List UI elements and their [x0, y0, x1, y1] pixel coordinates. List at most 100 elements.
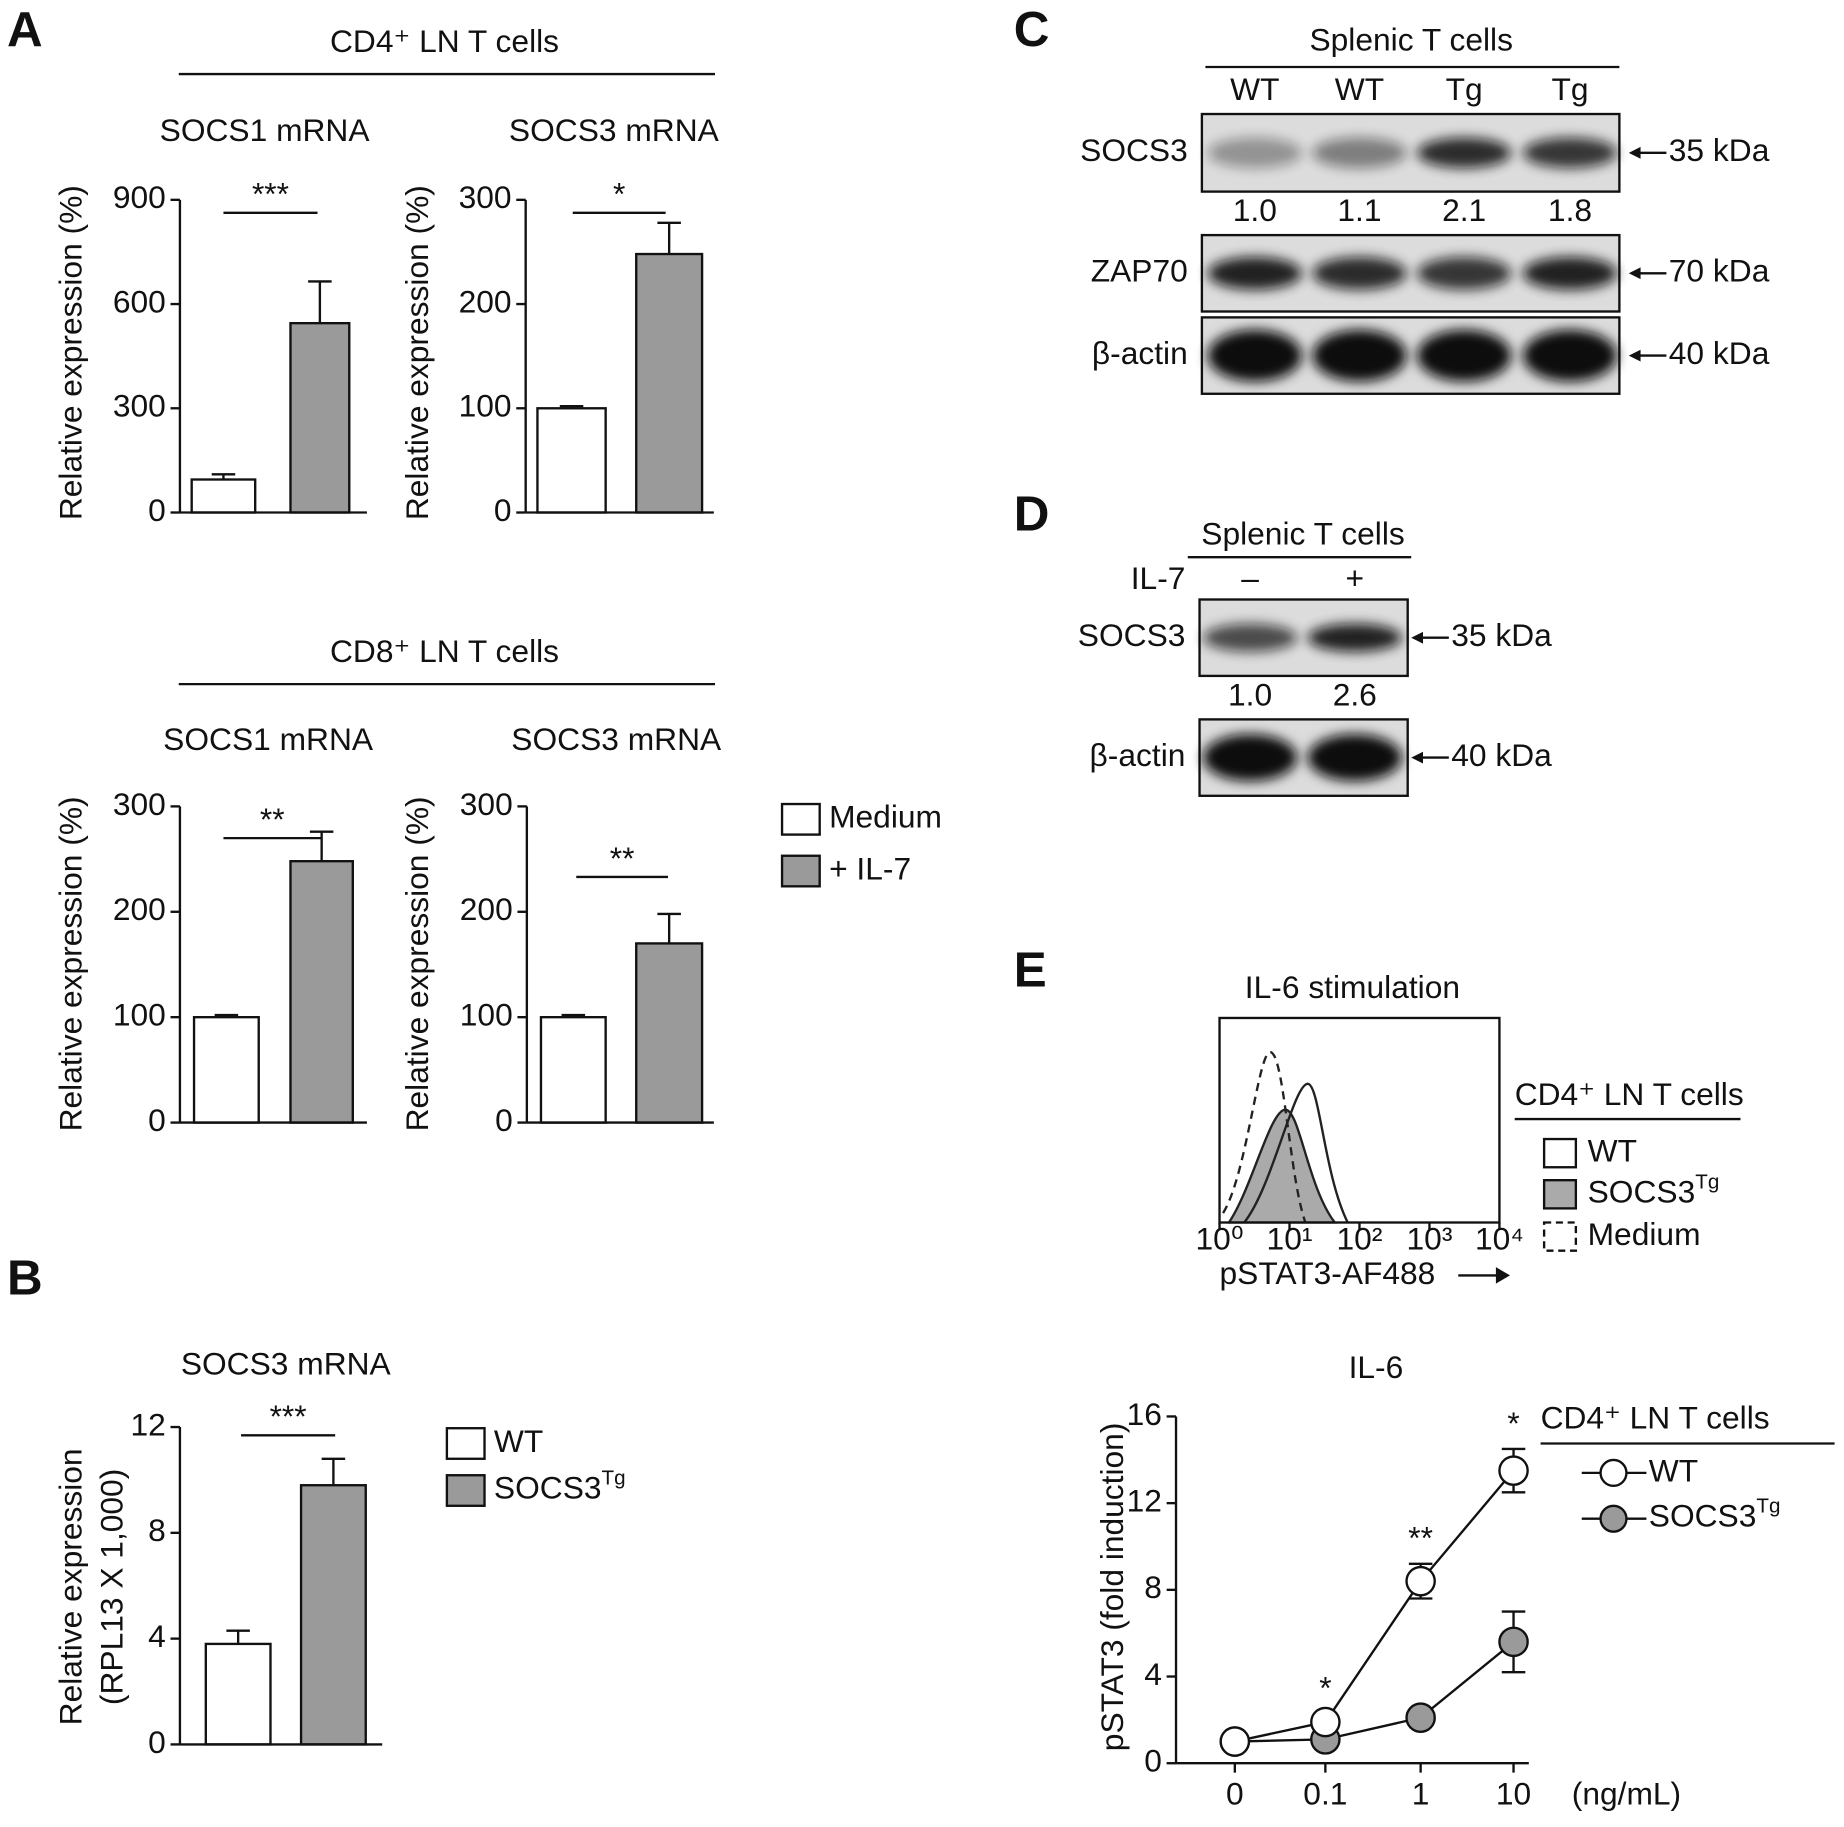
y-tick-label: 300: [460, 786, 513, 822]
blot-title: Splenic T cells: [1309, 22, 1512, 58]
size-arrowhead: [1628, 267, 1641, 280]
blot-band: [1203, 734, 1298, 782]
significance: **: [610, 840, 635, 876]
significance: ***: [252, 176, 289, 212]
legend-label-text: SOCS3: [494, 1470, 602, 1506]
y-axis-label: Relative expression (%): [52, 796, 88, 1131]
size-arrowhead: [1411, 751, 1423, 764]
lane-label: WT: [1335, 71, 1384, 107]
legend-marker: [1599, 1458, 1628, 1487]
y-tick-label: 0: [494, 492, 512, 528]
size-arrowhead: [1411, 631, 1423, 644]
bar: [299, 1484, 367, 1746]
panel-label: D: [1014, 486, 1050, 541]
size-label: 40 kDa: [1669, 335, 1770, 371]
quantification: 1.8: [1548, 192, 1592, 228]
blot-band: [1207, 329, 1302, 382]
size-label: 70 kDa: [1669, 253, 1770, 289]
legend-swatch: [780, 802, 821, 836]
series-line: [1234, 1640, 1515, 1743]
legend-label: SOCS3Tg: [494, 1466, 626, 1505]
y-tick-label: 100: [460, 997, 513, 1033]
y-tick-label: 200: [113, 891, 166, 927]
x-tick-label: 10⁴: [1475, 1221, 1524, 1257]
lane-label: +: [1346, 560, 1365, 596]
legend-label: + IL-7: [829, 850, 911, 886]
group-title: CD8⁺ LN T cells: [330, 633, 559, 669]
legend-label-sup: Tg: [1695, 1170, 1719, 1193]
legend-swatch: [1542, 1221, 1578, 1252]
y-tick-label: 8: [148, 1512, 166, 1548]
quantification: 1.1: [1337, 192, 1381, 228]
quantification: 1.0: [1228, 676, 1272, 712]
x-tick-label: 10: [1496, 1776, 1531, 1812]
blot-title: Splenic T cells: [1201, 515, 1404, 551]
quantification: 2.1: [1442, 192, 1486, 228]
y-tick-label: 300: [113, 786, 166, 822]
legend-swatch: [1542, 1179, 1578, 1210]
bar: [190, 478, 257, 514]
x-axis-arrowhead: [1495, 1267, 1511, 1284]
data-point: [1405, 1702, 1436, 1733]
row-label: SOCS3: [1080, 132, 1188, 168]
x-tick-label: 10⁰: [1196, 1221, 1244, 1257]
x-axis-label: pSTAT3-AF488: [1220, 1255, 1436, 1291]
lane-label: Tg: [1446, 71, 1483, 107]
significance: *: [1319, 1669, 1331, 1705]
blot-band: [1312, 329, 1407, 382]
y-tick-label: 0: [148, 1102, 166, 1138]
significance: **: [260, 801, 285, 837]
histogram-curve: [1222, 1050, 1307, 1223]
size-label: 35 kDa: [1451, 617, 1552, 653]
chart-title: SOCS3 mRNA: [181, 1345, 392, 1381]
data-point: [1219, 1726, 1251, 1757]
legend-label: SOCS3Tg: [1649, 1495, 1781, 1534]
blot-band: [1417, 256, 1512, 290]
y-tick-label: 900: [113, 179, 166, 215]
bar: [192, 1016, 260, 1124]
y-tick-label: 300: [459, 179, 512, 215]
significance: ***: [270, 1398, 307, 1434]
x-unit: (ng/mL): [1572, 1776, 1681, 1812]
size-label: 35 kDa: [1669, 132, 1770, 168]
y-tick-label: 0: [1144, 1743, 1162, 1779]
size-arrowhead: [1628, 146, 1641, 159]
data-point: [1498, 1455, 1529, 1486]
y-tick-label: 16: [1127, 1396, 1162, 1432]
legend-title: CD4⁺ LN T cells: [1541, 1399, 1770, 1435]
panel-label: E: [1014, 942, 1047, 997]
legend-swatch: [1542, 1137, 1578, 1169]
y-tick-label: 200: [460, 891, 513, 927]
legend-title: CD4⁺ LN T cells: [1515, 1076, 1744, 1112]
bar: [635, 942, 704, 1124]
legend-swatch: [445, 1427, 486, 1460]
blot-band: [1207, 256, 1302, 290]
blot-band: [1522, 329, 1618, 382]
legend-swatch: [780, 854, 821, 888]
panel-label: B: [7, 1250, 43, 1305]
size-label: 40 kDa: [1451, 737, 1552, 773]
chart-title: SOCS3 mRNA: [511, 721, 722, 757]
condition-label: IL-7: [1131, 560, 1186, 596]
y-tick-label: 100: [459, 388, 512, 424]
y-axis-label: Relative expression (%): [52, 185, 88, 520]
blot-band: [1417, 329, 1512, 382]
legend-label: SOCS3Tg: [1588, 1170, 1720, 1209]
legend-label-text: SOCS3: [1649, 1498, 1757, 1534]
y-tick-label: 4: [148, 1618, 166, 1654]
panel-label: C: [1014, 2, 1050, 57]
data-point: [1498, 1626, 1529, 1658]
blot-band: [1522, 256, 1618, 290]
y-tick-label: 4: [1144, 1656, 1162, 1692]
bar: [204, 1642, 272, 1746]
significance: *: [613, 176, 625, 212]
blot-band: [1307, 623, 1402, 652]
histogram-curve: [1243, 1082, 1349, 1224]
y-tick-label: 100: [113, 997, 166, 1033]
x-tick-label: 10²: [1337, 1221, 1383, 1257]
x-tick-label: 0: [1226, 1776, 1244, 1812]
group-title: CD4⁺ LN T cells: [330, 23, 559, 59]
data-point: [1310, 1706, 1341, 1738]
lane-label: WT: [1230, 71, 1279, 107]
row-label: β-actin: [1092, 335, 1188, 371]
